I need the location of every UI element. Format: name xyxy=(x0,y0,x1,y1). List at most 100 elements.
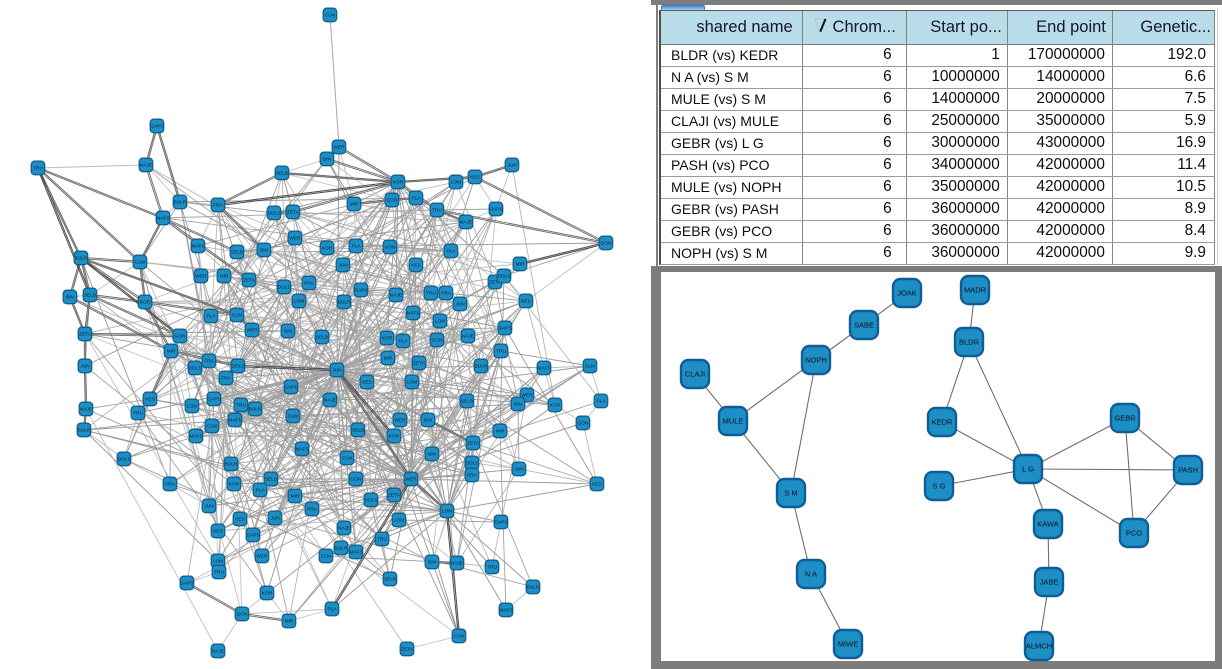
svg-text:LOM: LOM xyxy=(451,180,461,186)
svg-text:BULR: BULR xyxy=(249,407,262,413)
svg-text:NAJE: NAJE xyxy=(324,398,336,404)
svg-text:CLAJI: CLAJI xyxy=(685,370,705,379)
svg-text:N A: N A xyxy=(805,570,817,579)
svg-text:WER: WER xyxy=(333,145,345,151)
svg-text:GON: GON xyxy=(601,241,612,247)
svg-text:MAFS: MAFS xyxy=(156,216,169,222)
svg-text:BIN: BIN xyxy=(260,248,269,254)
svg-text:BIN: BIN xyxy=(284,329,293,335)
svg-text:SELB: SELB xyxy=(265,477,277,483)
svg-text:SELB: SELB xyxy=(316,335,328,341)
svg-text:JUN: JUN xyxy=(338,263,348,269)
svg-text:JUN: JUN xyxy=(507,163,517,169)
svg-text:CLM: CLM xyxy=(135,260,145,266)
svg-text:MAFS: MAFS xyxy=(537,366,550,372)
svg-text:JUN: JUN xyxy=(455,302,465,308)
svg-text:KOR: KOR xyxy=(550,403,561,409)
svg-text:NAJE: NAJE xyxy=(390,293,402,299)
svg-text:BULR: BULR xyxy=(338,300,351,306)
svg-text:CLM: CLM xyxy=(232,313,242,319)
svg-text:KOR: KOR xyxy=(389,434,400,440)
svg-text:WER: WER xyxy=(405,477,417,483)
svg-text:PLA: PLA xyxy=(206,314,216,320)
svg-text:FRA: FRA xyxy=(165,482,175,488)
svg-text:PLA: PLA xyxy=(255,488,265,494)
svg-text:MAFS: MAFS xyxy=(499,608,512,614)
svg-text:BIN: BIN xyxy=(514,402,523,408)
svg-text:SELB: SELB xyxy=(276,171,288,177)
svg-text:ZETA: ZETA xyxy=(489,280,502,286)
svg-text:JUN: JUN xyxy=(270,516,280,522)
svg-text:KOR: KOR xyxy=(322,246,333,252)
svg-text:TRU: TRU xyxy=(377,537,387,543)
svg-text:DOLS: DOLS xyxy=(364,498,377,504)
svg-text:BULR: BULR xyxy=(225,462,238,468)
svg-text:WER: WER xyxy=(195,274,207,280)
svg-text:KOR: KOR xyxy=(382,336,393,342)
svg-text:ZETA: ZETA xyxy=(401,647,414,653)
svg-text:MAFS: MAFS xyxy=(228,418,241,424)
svg-text:JUN: JUN xyxy=(514,467,524,473)
svg-text:MAFS: MAFS xyxy=(406,311,419,317)
svg-text:GAPS: GAPS xyxy=(284,385,297,391)
svg-text:WER: WER xyxy=(246,328,258,334)
svg-text:JUN: JUN xyxy=(204,504,214,510)
svg-text:FRA: FRA xyxy=(213,203,223,209)
svg-text:SELB: SELB xyxy=(84,293,96,299)
svg-text:TRU: TRU xyxy=(487,565,497,571)
svg-text:TRU: TRU xyxy=(133,411,143,417)
svg-text:NAJE: NAJE xyxy=(140,163,152,169)
svg-text:BULR: BULR xyxy=(475,364,488,370)
svg-text:MIR: MIR xyxy=(291,494,300,500)
svg-text:GAPS: GAPS xyxy=(207,397,220,403)
svg-text:L G: L G xyxy=(1022,465,1034,474)
svg-text:MAFS: MAFS xyxy=(189,434,202,440)
svg-text:KOR: KOR xyxy=(262,591,273,597)
svg-text:MIR: MIR xyxy=(350,202,359,208)
svg-text:MAFS: MAFS xyxy=(191,244,204,250)
svg-text:NAJE: NAJE xyxy=(338,526,350,532)
svg-text:JUN: JUN xyxy=(332,368,342,374)
svg-text:MIR: MIR xyxy=(167,349,176,355)
svg-text:DOLS: DOLS xyxy=(277,285,290,291)
svg-text:KOR: KOR xyxy=(140,300,151,306)
svg-text:KES: KES xyxy=(235,517,245,523)
svg-text:GAPS: GAPS xyxy=(354,288,367,294)
svg-text:DOLS: DOLS xyxy=(497,274,510,280)
svg-text:PLA: PLA xyxy=(446,249,456,255)
svg-text:ZETA: ZETA xyxy=(467,441,480,447)
svg-text:BIN: BIN xyxy=(66,295,75,301)
svg-text:GAPS: GAPS xyxy=(150,124,163,130)
svg-text:PASH: PASH xyxy=(1178,466,1198,475)
svg-text:LOM: LOM xyxy=(407,380,417,386)
svg-text:PLA: PLA xyxy=(351,244,361,250)
svg-text:JABE: JABE xyxy=(1040,578,1059,587)
svg-text:GON: GON xyxy=(385,245,396,251)
svg-text:KES: KES xyxy=(213,529,223,535)
svg-text:DOLS: DOLS xyxy=(231,364,244,370)
svg-text:ZETA: ZETA xyxy=(413,361,426,367)
svg-text:SELB: SELB xyxy=(461,399,473,405)
svg-text:SELB: SELB xyxy=(384,577,396,583)
svg-text:LOM: LOM xyxy=(187,404,197,410)
svg-text:GAPS: GAPS xyxy=(498,326,511,332)
svg-text:ZETA: ZETA xyxy=(388,493,401,499)
svg-text:MAFS: MAFS xyxy=(349,550,362,556)
svg-text:BULR: BULR xyxy=(75,256,88,262)
svg-text:MIWE: MIWE xyxy=(838,640,858,649)
svg-text:CLM: CLM xyxy=(207,424,217,430)
svg-text:TRU: TRU xyxy=(432,208,442,214)
svg-text:FRA: FRA xyxy=(307,507,317,513)
svg-text:GEBR: GEBR xyxy=(1114,414,1136,423)
svg-text:GON: GON xyxy=(387,198,398,204)
svg-text:NOPH: NOPH xyxy=(805,356,827,365)
svg-text:WER: WER xyxy=(394,418,406,424)
svg-text:GAPS: GAPS xyxy=(489,207,502,213)
svg-text:CLM: CLM xyxy=(325,13,335,19)
svg-text:CLM: CLM xyxy=(585,364,595,370)
svg-text:CLM: CLM xyxy=(454,634,464,640)
svg-text:GAPS: GAPS xyxy=(246,533,259,539)
svg-text:GON: GON xyxy=(578,421,589,427)
svg-text:WER: WER xyxy=(521,393,533,399)
svg-text:FRA: FRA xyxy=(441,291,451,297)
